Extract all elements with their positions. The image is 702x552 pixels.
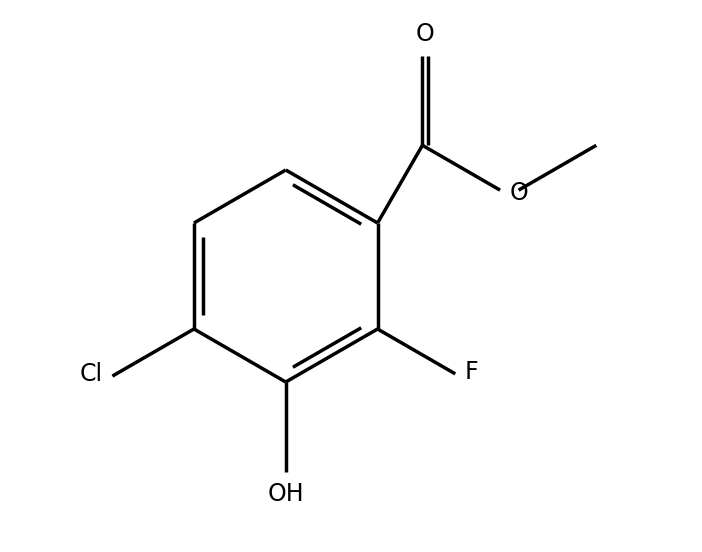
Text: OH: OH <box>267 481 304 506</box>
Text: O: O <box>510 181 529 205</box>
Text: F: F <box>465 360 479 384</box>
Text: O: O <box>416 22 435 46</box>
Text: Cl: Cl <box>79 363 102 386</box>
